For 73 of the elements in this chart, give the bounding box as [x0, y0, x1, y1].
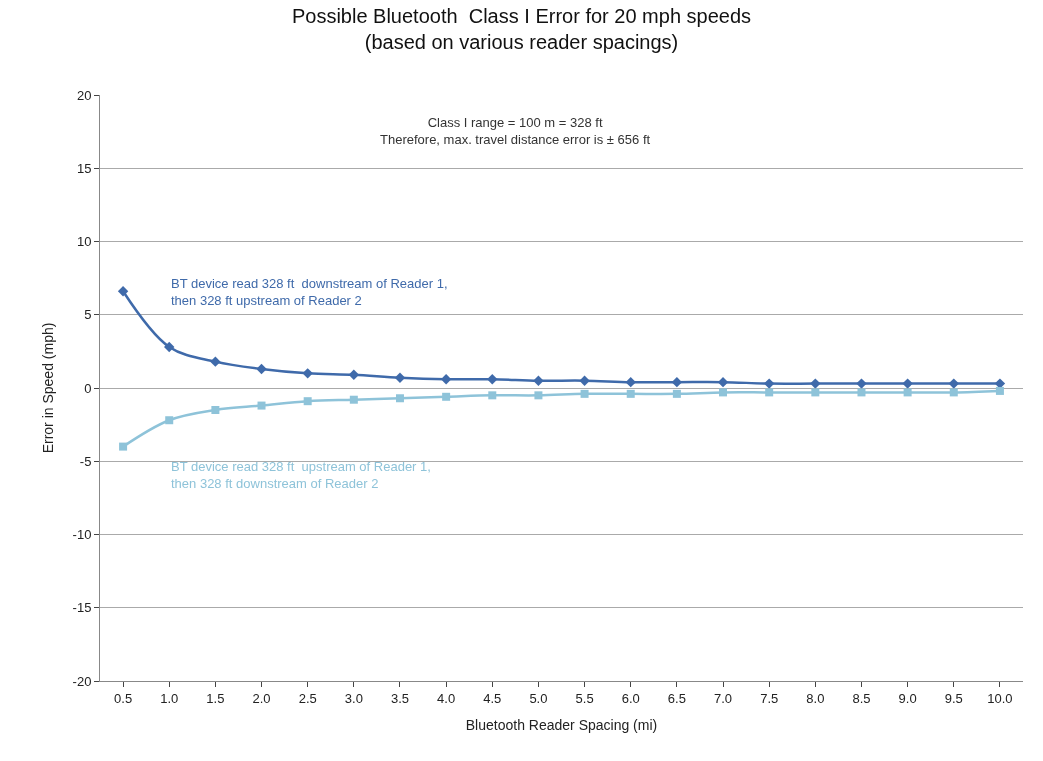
point: [488, 391, 497, 400]
point: [164, 341, 175, 353]
point: [302, 368, 313, 379]
point: [440, 374, 452, 385]
point: [763, 378, 775, 389]
point: [117, 286, 129, 297]
text: BT device read 328 ft upstream of Reader 1, then 328 ft downstream of Reader 2: [171, 459, 431, 491]
x-tick-label: 7.5: [760, 690, 779, 706]
point: [949, 388, 958, 397]
y-tick-label: 20: [76, 87, 92, 103]
x-tick-label: 8.0: [806, 690, 825, 706]
point: [671, 376, 683, 388]
x-tick-label: 8.5: [852, 690, 871, 706]
x-tick-label: 1.5: [206, 690, 225, 706]
x-axis-title: Bluetooth Reader Spacing (mi): [465, 716, 658, 733]
point: [948, 378, 959, 389]
y-tick-label: -15: [72, 600, 92, 616]
x-tick-label: 4.5: [483, 690, 502, 706]
point: [857, 388, 866, 397]
x-tick-label: 6.0: [621, 690, 640, 706]
point: [534, 391, 543, 400]
point: [856, 378, 867, 389]
point: [811, 388, 820, 397]
text: BT device read 328 ft downstream of Reader 1, then 328 ft upstream of Reader 2: [171, 276, 448, 308]
x-tick-label: 2.5: [298, 690, 317, 706]
y-tick-label: 15: [76, 160, 92, 176]
y-tick-label: 5: [84, 307, 92, 323]
y-tick-label: 10: [76, 234, 92, 250]
point: [765, 388, 774, 397]
annotation: Class I range = 100 m = 328 ft Therefore, max. travel distance error is ± 656 ft: [380, 115, 651, 147]
point: [533, 375, 544, 386]
point: [394, 372, 406, 383]
point: [810, 378, 821, 389]
point: [902, 378, 913, 389]
point: [303, 397, 312, 406]
y-tick-label: -5: [79, 453, 92, 469]
x-tick-label: 10.0: [987, 690, 1013, 706]
point: [395, 394, 404, 403]
point: [442, 392, 451, 401]
x-tick-label: 4.0: [437, 690, 456, 706]
y-axis-title: Error in Speed (mph): [40, 322, 57, 454]
point: [672, 389, 681, 398]
x-tick-label: 5.5: [575, 690, 594, 706]
x-tick-label: 3.5: [390, 690, 410, 706]
x-tick-label: 6.5: [667, 690, 686, 706]
chart-title: Possible Bluetooth Class I Error for 20 mph speeds (based on various reader spacings): [291, 4, 752, 53]
point: [580, 389, 589, 398]
x-tick-label: 5.0: [529, 690, 548, 706]
x-tick-label: 9.5: [944, 690, 963, 706]
point: [211, 405, 220, 414]
point: [119, 442, 128, 451]
point: [995, 386, 1004, 395]
point: [719, 388, 728, 397]
point: [717, 376, 729, 388]
point: [903, 388, 912, 397]
point: [349, 395, 358, 404]
y-tick-label: -10: [72, 527, 92, 543]
x-tick-label: 7.0: [713, 690, 733, 706]
point: [165, 416, 174, 425]
point: [210, 356, 221, 367]
x-tick-label: 3.0: [344, 690, 363, 706]
y-tick-label: -20: [72, 673, 92, 689]
point: [487, 374, 498, 385]
point: [626, 389, 635, 398]
point: [579, 375, 590, 386]
x-tick-label: 2.0: [252, 690, 271, 706]
point: [256, 363, 267, 375]
x-tick-label: 9.0: [898, 690, 917, 706]
point: [257, 401, 266, 410]
point: [625, 376, 636, 388]
x-tick-label: 1.0: [160, 690, 179, 706]
x-tick-label: 0.5: [114, 690, 133, 706]
y-tick-label: 0: [84, 380, 92, 396]
